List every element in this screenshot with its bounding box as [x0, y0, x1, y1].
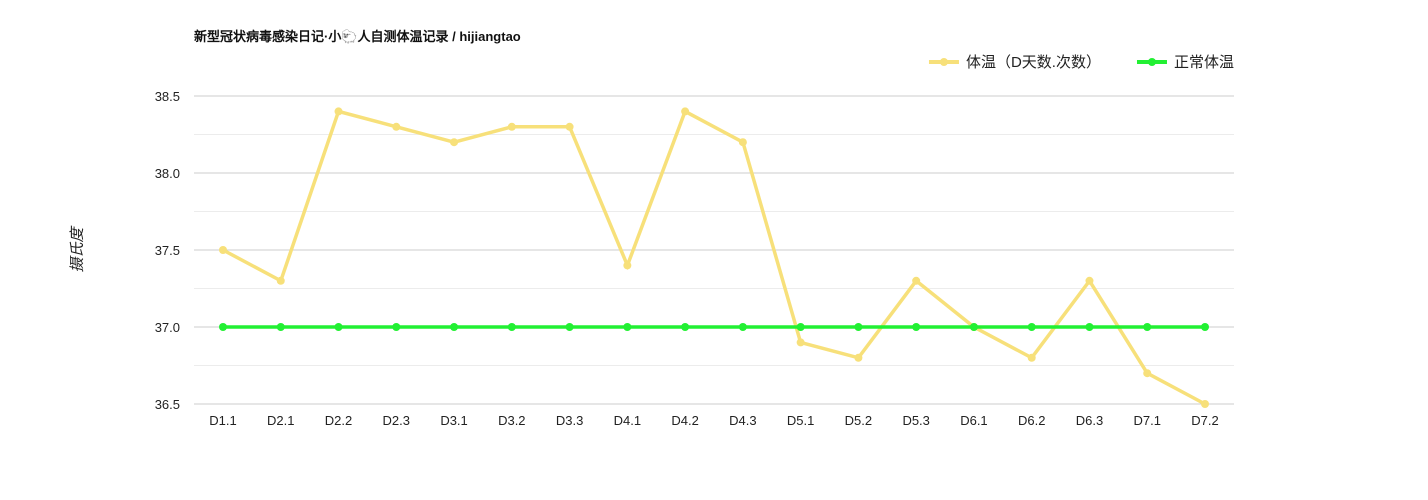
data-point[interactable] [912, 276, 921, 285]
x-tick-label: D2.3 [383, 413, 410, 428]
legend-item-1[interactable]: 体温（D天数.次数） [928, 54, 1101, 71]
x-tick-label: D7.1 [1134, 413, 1161, 428]
y-axis-label: 摄氏度 [69, 226, 86, 273]
data-point[interactable] [1085, 276, 1094, 285]
legend-label: 体温（D天数.次数） [966, 54, 1101, 71]
series-1 [219, 107, 1209, 408]
x-tick-label: D5.1 [787, 413, 814, 428]
x-tick-label: D1.1 [209, 413, 236, 428]
x-tick-label: D4.3 [729, 413, 756, 428]
x-tick-label: D3.1 [440, 413, 467, 428]
data-point[interactable] [507, 323, 516, 331]
x-axis-ticks: D1.1 D2.1 D2.2 D2.3 D3.1 D3.2 D3.3 D4.1 D4.2 D4.3… [209, 413, 1218, 428]
legend-label: 正常体温 [1174, 54, 1234, 71]
data-point[interactable] [681, 323, 690, 331]
data-point[interactable] [450, 323, 459, 331]
y-tick-label: 37.0 [155, 320, 180, 335]
data-point[interactable] [507, 122, 516, 131]
data-point[interactable] [450, 138, 459, 147]
y-tick-label: 38.0 [155, 166, 180, 181]
x-tick-label: D2.1 [267, 413, 294, 428]
data-point[interactable] [738, 138, 747, 147]
data-point[interactable] [334, 107, 343, 116]
data-point[interactable] [912, 323, 921, 331]
data-point[interactable] [565, 323, 574, 331]
x-tick-label: D4.1 [614, 413, 641, 428]
x-tick-label: D3.2 [498, 413, 525, 428]
x-tick-label: D5.3 [902, 413, 929, 428]
data-point[interactable] [1085, 323, 1094, 331]
x-tick-label: D6.1 [960, 413, 987, 428]
data-point[interactable] [854, 323, 863, 331]
data-point[interactable] [219, 246, 227, 254]
data-point[interactable] [623, 323, 632, 331]
data-point[interactable] [1027, 353, 1036, 362]
series-2 [219, 323, 1209, 331]
data-point[interactable] [969, 323, 978, 331]
x-tick-label: D5.2 [845, 413, 872, 428]
data-point[interactable] [796, 338, 805, 347]
legend-swatch-marker [1147, 58, 1156, 66]
data-point[interactable] [392, 122, 401, 131]
data-point[interactable] [738, 323, 747, 331]
x-tick-label: D2.2 [325, 413, 352, 428]
y-tick-label: 36.5 [155, 397, 180, 412]
grid-lines [194, 95, 1234, 405]
data-point[interactable] [276, 323, 285, 331]
data-point[interactable] [1027, 323, 1036, 331]
legend-item-2[interactable]: 正常体温 [1136, 54, 1234, 71]
data-point[interactable] [334, 323, 343, 331]
x-tick-label: D6.2 [1018, 413, 1045, 428]
series-layer [219, 107, 1209, 408]
series-line [222, 108, 1206, 406]
x-tick-label: D3.3 [556, 413, 583, 428]
x-tick-label: D4.2 [671, 413, 698, 428]
data-point[interactable] [1143, 323, 1152, 331]
chart-title: 新型冠状病毒感染日记·小🐑人自测体温记录 / hijiangtao [194, 28, 521, 44]
y-tick-label: 38.5 [155, 89, 180, 104]
data-point[interactable] [681, 107, 690, 116]
data-point[interactable] [392, 323, 401, 331]
y-tick-label: 37.5 [155, 243, 180, 258]
data-point[interactable] [1201, 323, 1209, 331]
legend-swatch-marker [939, 58, 948, 66]
x-tick-label: D7.2 [1191, 413, 1218, 428]
data-point[interactable] [219, 323, 227, 331]
data-point[interactable] [623, 261, 632, 270]
data-point[interactable] [1201, 400, 1209, 408]
data-point[interactable] [276, 276, 285, 285]
x-tick-label: D6.3 [1076, 413, 1103, 428]
data-point[interactable] [854, 353, 863, 362]
data-point[interactable] [565, 122, 574, 131]
data-point[interactable] [796, 323, 805, 331]
y-axis-ticks: 36.5 37.0 37.5 38.0 38.5 [155, 89, 180, 412]
data-point[interactable] [1143, 369, 1152, 378]
legend[interactable]: 正常体温 体温（D天数.次数） [928, 54, 1234, 71]
